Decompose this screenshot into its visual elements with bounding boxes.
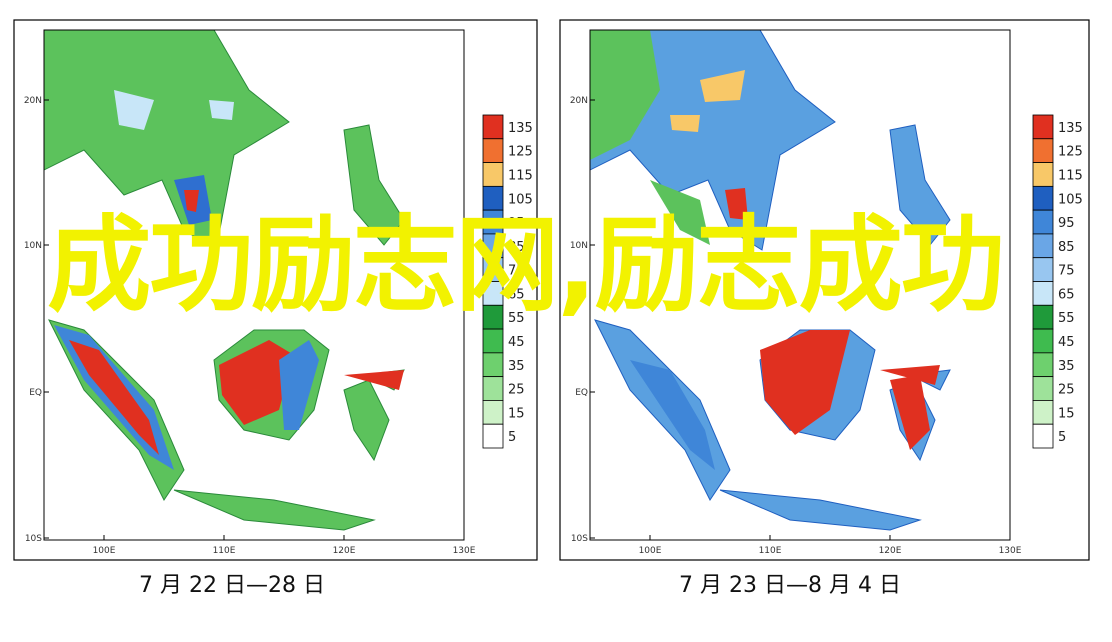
lat-label: 10S bbox=[571, 534, 588, 544]
lat-label: 10S bbox=[25, 534, 42, 544]
colorbar-label: 65 bbox=[508, 287, 525, 302]
panel-frame bbox=[559, 19, 1090, 561]
colorbar-label: 15 bbox=[1058, 406, 1075, 421]
colorbar-cell bbox=[1032, 185, 1054, 211]
colorbar-label: 15 bbox=[508, 406, 525, 421]
colorbar-label: 55 bbox=[508, 311, 525, 326]
colorbar-cell bbox=[1032, 138, 1054, 163]
colorbar-cell bbox=[1032, 376, 1054, 401]
colorbar-label: 55 bbox=[1058, 311, 1075, 326]
colorbar-label: 115 bbox=[1058, 168, 1083, 183]
colorbar-label: 5 bbox=[508, 430, 516, 445]
map-panel bbox=[590, 30, 951, 531]
lat-label: EQ bbox=[575, 388, 588, 398]
colorbar-label: 105 bbox=[1058, 192, 1083, 207]
colorbar-cell bbox=[1032, 162, 1054, 187]
colorbar-cell bbox=[1032, 400, 1054, 425]
lon-label: 130E bbox=[453, 546, 476, 556]
map-panel bbox=[44, 30, 405, 531]
colorbar-cell bbox=[482, 162, 504, 187]
lat-label: 10N bbox=[570, 241, 588, 251]
lat-label: EQ bbox=[29, 388, 42, 398]
overlay-title: 成功励志网,励志成功 bbox=[47, 204, 1005, 326]
colorbar-label: 105 bbox=[508, 192, 533, 207]
lon-label: 110E bbox=[213, 546, 236, 556]
colorbar-label: 75 bbox=[508, 264, 525, 279]
colorbar-cell bbox=[1032, 233, 1054, 259]
colorbar-cell bbox=[1032, 304, 1054, 330]
colorbar-label: 5 bbox=[1058, 430, 1066, 445]
colorbar-label: 35 bbox=[1058, 359, 1075, 374]
colorbar-label: 125 bbox=[508, 145, 533, 160]
colorbar-label: 85 bbox=[508, 240, 525, 255]
colorbar-cell bbox=[1032, 209, 1054, 235]
colorbar-cell bbox=[1032, 281, 1054, 306]
colorbar-label: 135 bbox=[1058, 121, 1083, 136]
colorbar-label: 25 bbox=[508, 383, 525, 398]
colorbar-cell bbox=[482, 376, 504, 401]
lat-label: 20N bbox=[570, 96, 588, 106]
lon-label: 100E bbox=[93, 546, 116, 556]
colorbar-cell bbox=[482, 352, 504, 378]
colorbar-label: 135 bbox=[508, 121, 533, 136]
colorbar-label: 125 bbox=[1058, 145, 1083, 160]
colorbar-label: 35 bbox=[508, 359, 525, 374]
colorbar-cell bbox=[482, 114, 504, 140]
colorbar-label: 45 bbox=[1058, 335, 1075, 350]
colorbar-label: 85 bbox=[1058, 240, 1075, 255]
colorbar-cell bbox=[1032, 423, 1054, 449]
colorbar-label: 95 bbox=[1058, 216, 1075, 231]
panel-frame bbox=[13, 19, 538, 561]
colorbar-cell bbox=[482, 138, 504, 163]
map-frame bbox=[43, 29, 465, 541]
colorbar-cell bbox=[1032, 257, 1054, 282]
colorbar-cell bbox=[1032, 352, 1054, 378]
colorbar-label: 25 bbox=[1058, 383, 1075, 398]
colorbar-cell bbox=[482, 423, 504, 449]
colorbar-cell bbox=[1032, 328, 1054, 354]
lon-label: 100E bbox=[639, 546, 662, 556]
colorbar-cell bbox=[482, 400, 504, 425]
lat-label: 10N bbox=[24, 241, 42, 251]
lon-label: 120E bbox=[333, 546, 356, 556]
colorbar-label: 65 bbox=[1058, 287, 1075, 302]
colorbar-label: 115 bbox=[508, 168, 533, 183]
lon-label: 110E bbox=[759, 546, 782, 556]
map-frame bbox=[589, 29, 1011, 541]
panel-caption: 7 月 23 日—8 月 4 日 bbox=[679, 573, 901, 598]
lat-label: 20N bbox=[24, 96, 42, 106]
colorbar-label: 95 bbox=[508, 216, 525, 231]
lon-label: 130E bbox=[999, 546, 1022, 556]
colorbar-label: 75 bbox=[1058, 264, 1075, 279]
panel-caption: 7 月 22 日—28 日 bbox=[139, 573, 325, 598]
lon-label: 120E bbox=[879, 546, 902, 556]
colorbar-cell bbox=[1032, 114, 1054, 140]
colorbar-label: 45 bbox=[508, 335, 525, 350]
